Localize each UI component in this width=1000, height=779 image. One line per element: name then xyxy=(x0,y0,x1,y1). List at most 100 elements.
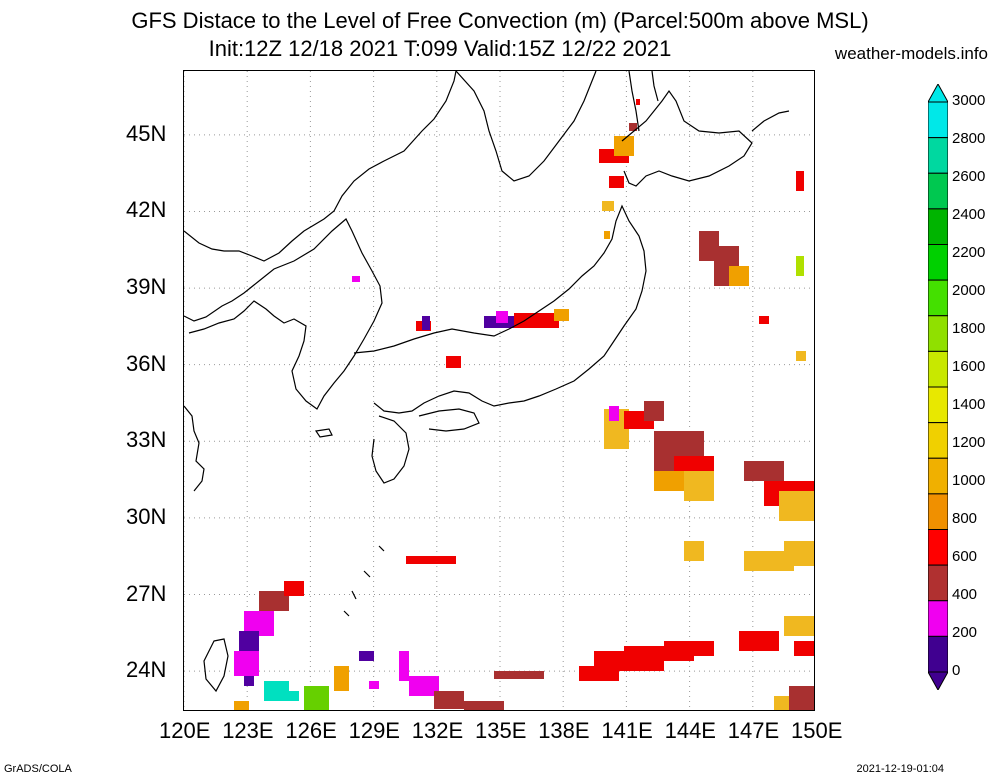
colorbar-swatch xyxy=(927,493,949,530)
colorbar-swatch xyxy=(927,244,949,281)
colorbar-swatch xyxy=(927,529,949,566)
colorbar-label: 3000 xyxy=(952,92,986,109)
lon-tick-label: 135E xyxy=(475,718,527,743)
colorbar-swatch xyxy=(927,457,949,495)
field-cell-purple xyxy=(359,651,374,661)
field-cell-red xyxy=(796,171,804,191)
field-cell-darkred xyxy=(789,686,814,710)
field-cell-lightorange xyxy=(744,551,794,571)
field-cell-darkred xyxy=(494,671,544,679)
colorbar-label: 1000 xyxy=(952,472,986,489)
lon-tick-label: 132E xyxy=(411,718,464,743)
field-cell-magenta xyxy=(609,406,619,421)
lfc-field xyxy=(234,99,814,710)
lon-tick-label: 126E xyxy=(285,718,337,743)
colorbar-label: 1200 xyxy=(952,434,986,451)
field-cell-purple xyxy=(244,676,254,686)
field-cell-darkred xyxy=(259,591,289,611)
gridlines xyxy=(184,71,814,710)
colorbar-label: 1800 xyxy=(952,320,986,337)
colorbar-swatch xyxy=(927,315,949,352)
colorbar-swatch xyxy=(927,101,949,139)
field-cell-magenta xyxy=(496,311,508,323)
field-cell-red xyxy=(609,176,624,188)
coastline-china-north xyxy=(184,71,457,262)
field-cell-magenta xyxy=(409,676,439,696)
coastline-ryukyu xyxy=(343,545,385,617)
colorbar-label: 1600 xyxy=(952,358,986,375)
field-cell-cyan xyxy=(284,691,299,701)
field-cell-magenta xyxy=(369,681,379,689)
colorbar-swatches xyxy=(927,82,949,692)
coastline-sakhalin-east xyxy=(651,71,659,102)
lon-tick-label: 144E xyxy=(664,718,716,743)
coastline-kuril xyxy=(751,110,790,132)
field-cell-red xyxy=(624,646,664,671)
field-cell-magenta xyxy=(234,651,259,676)
colorbar-label: 2400 xyxy=(952,206,986,223)
coastline-sakhalin xyxy=(628,71,640,132)
colorbar-swatch xyxy=(927,350,949,388)
field-cell-lightorange xyxy=(784,541,814,566)
map-panel xyxy=(183,70,815,711)
colorbar-bottom-arrow xyxy=(927,671,949,692)
coastline-kyushu xyxy=(371,415,410,484)
colorbar-label: 400 xyxy=(952,586,978,603)
lat-tick-label: 45N xyxy=(126,120,167,146)
field-cell-lightorange xyxy=(779,491,814,521)
colorbar-swatch xyxy=(927,600,949,637)
field-cell-darkred xyxy=(464,701,504,710)
lat-tick-label: 27N xyxy=(126,580,167,606)
colorbar-label: 2600 xyxy=(952,168,986,185)
field-cell-red xyxy=(636,99,640,105)
lon-tick-label: 150E xyxy=(791,718,843,743)
colorbar-label: 2000 xyxy=(952,282,986,299)
coastline-russia xyxy=(455,71,597,182)
field-cell-green xyxy=(304,686,329,710)
field-cell-lightorange xyxy=(796,351,806,361)
lat-tick-label: 39N xyxy=(126,274,167,300)
colorbar-swatch xyxy=(927,564,949,602)
colorbar-swatch xyxy=(927,208,949,245)
field-cell-lightorange xyxy=(784,616,814,636)
colorbar-swatch xyxy=(927,422,949,459)
lon-tick-label: 120E xyxy=(159,718,211,743)
field-cell-orange xyxy=(614,136,634,156)
field-cell-lightorange xyxy=(684,471,714,501)
field-cell-darkred xyxy=(434,691,464,709)
field-cell-red xyxy=(664,641,694,661)
lat-tick-label: 36N xyxy=(126,350,167,376)
coastline-hokkaido xyxy=(621,89,753,187)
lat-tick-label: 42N xyxy=(126,197,167,223)
field-cell-red xyxy=(446,356,461,368)
field-cell-orange xyxy=(334,666,349,691)
lon-tick-label: 129E xyxy=(348,718,400,743)
map-canvas xyxy=(184,71,814,710)
colorbar-label: 0 xyxy=(952,662,961,679)
coastlines xyxy=(184,71,790,693)
field-cell-darkred xyxy=(744,461,784,481)
field-cell-magenta xyxy=(352,276,360,282)
field-cell-lightorange xyxy=(684,541,704,561)
field-cell-red xyxy=(759,316,769,324)
colorbar-label: 800 xyxy=(952,510,978,527)
colorbar-swatch xyxy=(927,279,949,317)
footer-software: GrADS/COLA xyxy=(4,763,72,775)
colorbar-swatch xyxy=(927,137,949,174)
coastline-shikoku xyxy=(418,408,480,432)
lon-tick-label: 138E xyxy=(538,718,590,743)
coastline-jeju xyxy=(314,428,333,438)
colorbar-label: 200 xyxy=(952,624,978,641)
brand-label: weather-models.info xyxy=(834,44,988,63)
field-cell-magenta xyxy=(399,651,409,681)
colorbar-label: 2200 xyxy=(952,244,986,261)
lon-tick-label: 141E xyxy=(601,718,653,743)
field-cell-cyan xyxy=(264,681,289,701)
field-cell-lightorange xyxy=(774,696,789,710)
colorbar xyxy=(927,82,949,692)
field-cell-darkred xyxy=(629,123,637,131)
chart-subtitle: Init:12Z 12/18 2021 T:099 Valid:15Z 12/2… xyxy=(208,36,672,61)
footer-timestamp: 2021-12-19-01:04 xyxy=(856,763,944,775)
field-cell-red xyxy=(739,631,779,651)
colorbar-swatch xyxy=(927,386,949,424)
